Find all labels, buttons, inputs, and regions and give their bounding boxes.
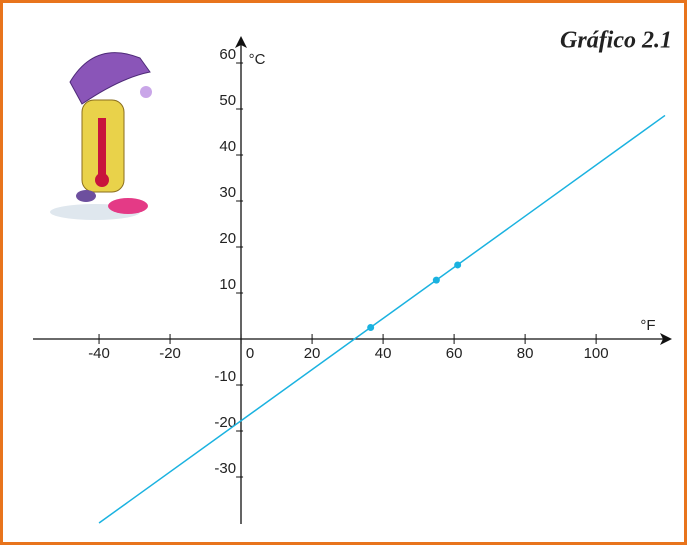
x-tick-label: 80 [517, 345, 534, 362]
y-tick-label: 50 [219, 92, 236, 109]
y-tick-label: -20 [214, 414, 236, 431]
y-tick-label: -10 [214, 368, 236, 385]
y-tick-label: 20 [219, 230, 236, 247]
data-point [454, 261, 462, 269]
y-tick-label: -30 [214, 460, 236, 477]
x-arrow [660, 333, 672, 345]
x-tick-label: 100 [584, 345, 609, 362]
x-tick-label: 40 [375, 345, 392, 362]
y-tick-label: 40 [219, 138, 236, 155]
y-tick-label: 10 [219, 276, 236, 293]
y-tick-label: 60 [219, 46, 236, 63]
y-arrow [235, 36, 247, 48]
x-tick-label: 20 [304, 345, 321, 362]
thermometer-cartoon [50, 52, 152, 220]
data-point [432, 276, 440, 284]
x-tick-label: 0 [246, 345, 254, 362]
y-tick-label: 30 [219, 184, 236, 201]
x-axis-label: °F [640, 317, 655, 334]
x-tick-label: 60 [446, 345, 463, 362]
x-tick-label: -40 [88, 345, 110, 362]
x-tick-label: -20 [159, 345, 181, 362]
data-line [98, 114, 666, 524]
data-point [367, 324, 375, 331]
chart-title: Gráfico 2.1 [560, 28, 672, 54]
y-axis-label: °C [249, 51, 266, 68]
